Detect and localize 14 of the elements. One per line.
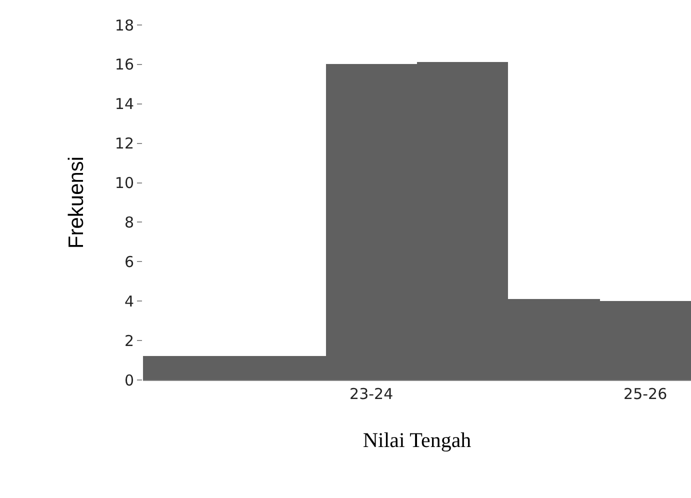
y-tick-label: 14 (114, 95, 134, 114)
y-tick-label: 10 (114, 174, 134, 192)
x-axis-title: Nilai Tengah (362, 428, 472, 452)
x-tick-label: 23-24 (350, 385, 394, 403)
y-tick-label: 2 (124, 332, 134, 350)
y-tick-label: 8 (124, 213, 134, 232)
y-tick-label: 0 (124, 371, 134, 390)
y-tick-label: 12 (114, 134, 134, 153)
y-tick-label: 18 (114, 16, 134, 34)
y-tick-label: 6 (124, 252, 134, 271)
y-tick-label: 4 (124, 292, 134, 310)
x-tick-label: 25-26 (624, 385, 668, 403)
y-axis-title: Frekuensi (65, 156, 88, 249)
y-tick-label: 16 (114, 56, 134, 74)
